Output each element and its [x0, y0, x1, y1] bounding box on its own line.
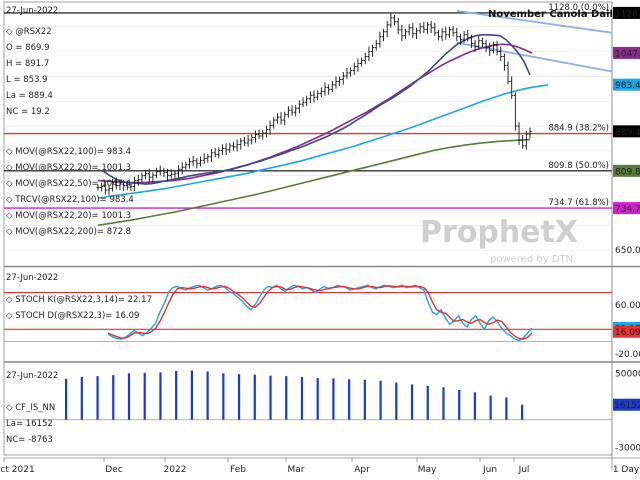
stoch-legend-entry: ◇ STOCH K(@RSX22,3,14)= 22.17 — [6, 295, 152, 305]
ma-legend-entry: ◇ MOV(@RSX22,200)= 872.8 — [6, 227, 131, 237]
price-axis-tag-label: 734.7 — [615, 205, 640, 215]
cot-bar — [300, 377, 304, 420]
ma200-line — [97, 138, 531, 227]
x-tick-label: Oct 2021 — [0, 465, 35, 475]
cot-tick-label: -30000 — [615, 444, 640, 454]
price-date-label: 27-Jun-2022 — [6, 6, 58, 16]
cot-bar — [395, 382, 398, 420]
chart-title: November Canola Daily — [488, 9, 620, 20]
price-axis-tag-label: 983.4 — [615, 81, 640, 91]
cot-bar — [269, 375, 272, 420]
ma-legend-entry: ◇ MOV(@RSX22,20)= 1001.3 — [6, 211, 131, 221]
cot-bar — [65, 378, 68, 420]
cot-tick-label: 50000 — [615, 369, 640, 379]
cot-bar — [112, 375, 115, 420]
cot-bar — [253, 374, 256, 420]
stoch-date-label: 27-Jun-2022 — [6, 273, 58, 283]
ohlc-readout: H = 891.7 — [6, 59, 49, 69]
ohlc-readout: L = 853.9 — [6, 75, 48, 85]
cot-bar — [143, 372, 146, 420]
x-tick-label: 2022 — [164, 465, 187, 475]
trendline — [456, 10, 613, 34]
ma100-line — [97, 84, 549, 199]
watermark-tagline: powered by DTN — [490, 254, 573, 265]
retracement-label: 809.8 (50.0%) — [548, 161, 609, 171]
price-axis-tag-label: 889.4 — [615, 128, 640, 138]
cot-bar — [426, 385, 429, 420]
cot-bar — [458, 390, 461, 420]
cot-bar — [348, 379, 351, 420]
cot-date-label: 27-Jun-2022 — [6, 371, 58, 381]
x-tick-label: May — [418, 465, 437, 475]
cot-bar — [442, 387, 445, 420]
price-axis-tag-label: 809.8 — [615, 167, 640, 177]
ma-legend-entry: ◇ MOV(@RSX22,20)= 1001.3 — [6, 163, 131, 173]
retracement-label: 1128.0 (0.0%) — [548, 3, 609, 13]
ma-legend-entry: ◇ MOV(@RSX22,100)= 983.4 — [6, 147, 131, 157]
retracement-label: 734.7 (61.8%) — [548, 198, 609, 208]
cot-axis-tag — [613, 398, 640, 411]
price-axis-tag-label: 1128.0 — [615, 9, 640, 19]
cot-bar — [80, 377, 83, 420]
x-tick-label: Feb — [230, 465, 246, 475]
cot-bar — [222, 373, 225, 420]
cot-bar — [410, 384, 414, 420]
stoch-axis-tag-label: 16.09 — [615, 328, 640, 338]
trendline — [456, 41, 613, 73]
cot-bar — [96, 376, 99, 420]
ohlc-readout: La = 889.4 — [6, 91, 53, 101]
cot-bar — [206, 371, 209, 420]
price-axis-tag — [613, 78, 640, 91]
price-axis-tag — [613, 164, 640, 177]
cot-legend-entry: ◇ CF_IS_NN — [6, 403, 55, 413]
stoch-d-line — [107, 285, 533, 340]
cot-bar — [363, 379, 366, 420]
symbol-label: ◇ @RSX22 — [6, 27, 52, 37]
ma-legend-entry: ◇ MOV(@RSX22,50)= 1047.4 — [6, 179, 131, 189]
cot-bar — [175, 370, 178, 420]
price-axis-tag — [613, 6, 640, 19]
ma50-line — [97, 43, 533, 184]
cot-bar — [316, 377, 319, 420]
cot-bar — [159, 372, 162, 420]
price-axis-tag — [613, 125, 640, 138]
cot-legend-entry: NC= -8763 — [6, 435, 53, 445]
stoch-legend-entry: ◇ STOCH D(@RSX22,3)= 16.09 — [6, 311, 139, 321]
stoch-k-line — [107, 284, 533, 342]
stoch-tick-label: 60.00 — [615, 301, 640, 311]
x-tick-label: Dec — [105, 465, 122, 475]
price-axis-tag — [613, 46, 640, 59]
cot-bar — [237, 374, 241, 420]
cot-axis-tag-label: 16152 — [614, 401, 640, 411]
cot-bar — [489, 395, 492, 420]
cot-bar — [285, 376, 288, 420]
watermark-brand: ProphetX — [420, 215, 578, 250]
cot-bar — [127, 373, 131, 420]
price-axis-tag — [613, 202, 640, 215]
cot-bar — [332, 378, 335, 420]
retracement-label: 884.9 (38.2%) — [548, 124, 609, 134]
cot-bar — [505, 397, 508, 420]
x-tick-label: Mar — [288, 465, 305, 475]
cot-legend-entry: La= 16152 — [6, 419, 53, 429]
cot-bar — [521, 404, 524, 420]
stoch-axis-tag — [613, 325, 640, 338]
ma-legend-entry: ◇ TRCV(@RSX22,100)= 983.4 — [6, 195, 134, 205]
ma20-line — [97, 34, 531, 185]
ohlc-readout: O = 869.9 — [6, 43, 50, 53]
cot-bar — [190, 370, 193, 420]
x-tick-label: 1 Day — [613, 465, 640, 475]
x-tick-label: Jul — [518, 465, 530, 475]
price-axis-tag-label: 1047.4 — [615, 49, 640, 59]
price-tick-label: 650.0 — [615, 246, 640, 256]
stoch-tick-label: -20.00 — [615, 350, 640, 360]
x-tick-label: Apr — [354, 465, 370, 475]
ohlc-readout: NC = 19.2 — [6, 107, 50, 117]
cot-bar — [379, 380, 382, 420]
x-tick-label: Jun — [482, 465, 497, 475]
cot-bar — [473, 392, 477, 420]
